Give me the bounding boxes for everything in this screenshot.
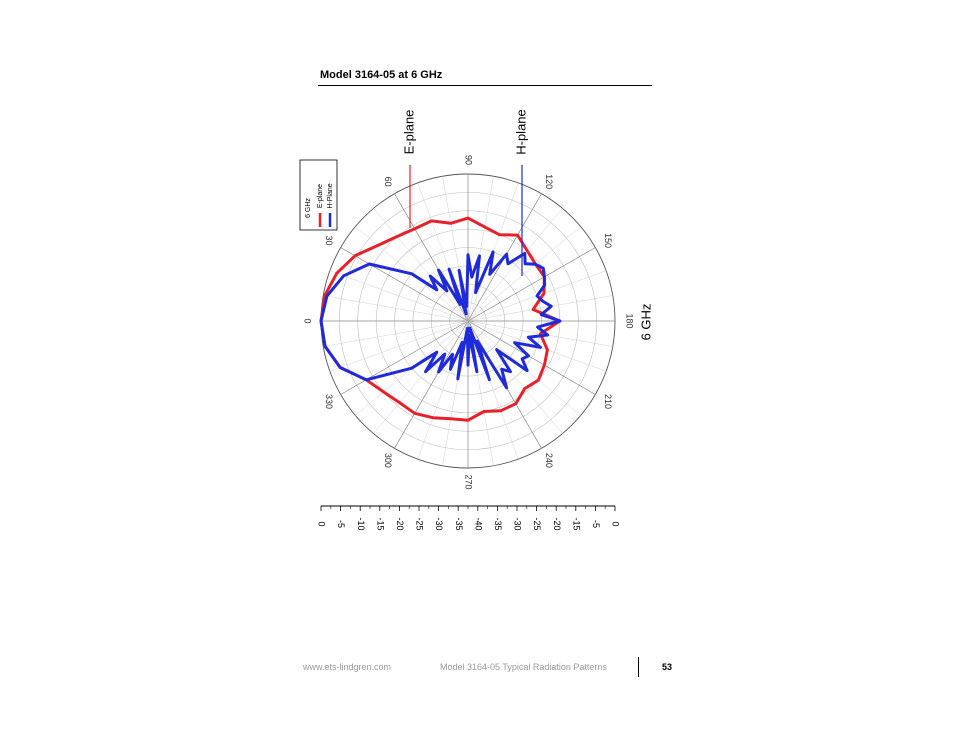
- radial-scale: 0 -5 -10 -15 -20 -25 -30 -35 -40 -35 -30 -25 -20 -15 -…: [317, 505, 621, 531]
- footer-doc-title: Model 3164-05 Typical Radiation Patterns: [440, 662, 607, 672]
- frequency-label: 6 GHz: [638, 304, 653, 341]
- angle-label: 330: [324, 394, 334, 409]
- angle-label: 90: [464, 155, 474, 165]
- grid-spoke: [417, 320, 469, 460]
- scale-tick-label: -15: [571, 517, 581, 530]
- scale-tick-label: -20: [552, 517, 562, 530]
- angle-label: 210: [603, 394, 613, 409]
- callout-label: H-plane: [513, 109, 528, 155]
- grid-spoke: [340, 247, 469, 322]
- callouts: E-plane H-plane: [401, 109, 528, 276]
- scale-tick-label: -5: [591, 520, 601, 528]
- legend-entry-label: E-plane: [317, 184, 324, 208]
- scale-tick-label: -25: [532, 517, 542, 530]
- grid-spoke: [467, 247, 596, 322]
- scale-tick-label: 0: [317, 521, 327, 526]
- scale-tick-label: -10: [356, 517, 366, 530]
- grid-spoke: [373, 208, 469, 322]
- angle-label: 120: [544, 174, 554, 189]
- grid-spoke: [467, 176, 494, 322]
- angle-label: 180: [625, 313, 635, 328]
- grid-spoke: [329, 270, 469, 322]
- scale-tick-label: 0: [611, 521, 621, 526]
- grid-spoke: [323, 320, 469, 347]
- legend-entry-label: H-Plane: [327, 183, 334, 208]
- scale-tick-label: -20: [395, 517, 405, 530]
- scale-tick-label: -35: [493, 517, 503, 530]
- scale-tick-label: -30: [434, 517, 444, 530]
- grid-spoke: [329, 320, 469, 372]
- grid-spoke: [467, 295, 613, 322]
- grid-spoke: [467, 226, 581, 322]
- footer-separator: [638, 657, 639, 677]
- angle-label: 300: [383, 453, 393, 468]
- footer-url[interactable]: www.ets-lindgren.com: [303, 662, 392, 672]
- grid-spoke: [373, 320, 469, 434]
- page-title: Model 3164-05 at 6 GHz: [320, 69, 443, 81]
- series-e-plane-trace: [319, 216, 562, 422]
- scale-tick-label: -30: [513, 517, 523, 530]
- legend-title: 6 GHz: [305, 198, 312, 218]
- callout-label: E-plane: [401, 110, 416, 155]
- pattern-series: [319, 216, 562, 422]
- angle-label: 240: [544, 453, 554, 468]
- scale-tick-label: -40: [473, 517, 483, 530]
- angle-label: 150: [603, 233, 613, 248]
- legend: 6 GHz E-plane H-Plane: [299, 159, 338, 231]
- grid-spoke: [467, 320, 596, 395]
- angle-label: 60: [383, 177, 393, 187]
- grid-spoke: [323, 295, 469, 322]
- scale-tick-label: -25: [415, 517, 425, 530]
- grid-spoke: [340, 320, 469, 395]
- grid-spoke: [394, 320, 469, 449]
- page-number: 53: [662, 662, 673, 672]
- scale-tick-label: -35: [454, 517, 464, 530]
- grid-spoke: [467, 320, 563, 434]
- title-rule: [318, 85, 652, 86]
- angle-label: 0: [303, 318, 313, 323]
- scale-tick-label: -5: [336, 520, 346, 528]
- grid-spoke: [467, 208, 563, 322]
- scale-tick-label: -15: [375, 517, 385, 530]
- angle-label: 30: [324, 235, 334, 245]
- angle-label: 270: [464, 474, 474, 489]
- series-h-plane-trace: [319, 250, 562, 390]
- polar-labels: 0 30 60 90 120 150 180 210 240 270 300 330 6 GHz: [303, 155, 654, 490]
